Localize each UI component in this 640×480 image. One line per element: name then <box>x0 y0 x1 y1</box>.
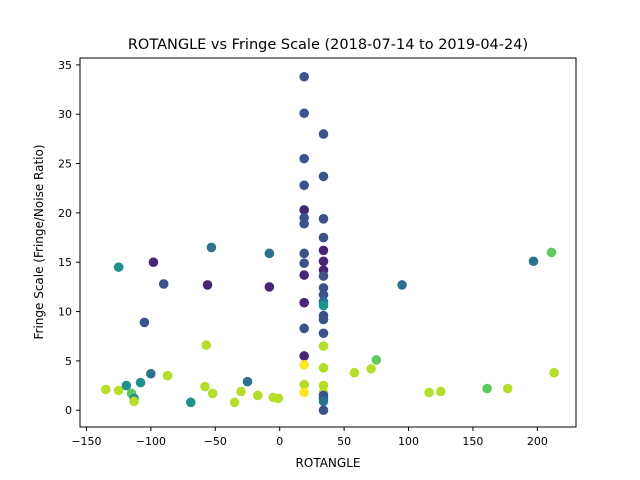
data-point <box>371 355 382 365</box>
data-point <box>299 387 309 398</box>
y-tick-label: 10 <box>58 306 72 319</box>
data-point <box>252 390 263 401</box>
data-point <box>299 71 309 82</box>
data-point <box>482 383 492 394</box>
data-point <box>318 214 329 224</box>
y-tick-label: 30 <box>58 108 72 121</box>
data-point <box>139 317 150 328</box>
x-tick-label: 0 <box>276 435 283 448</box>
y-axis: 0 5 10 15 20 25 30 35 <box>58 59 80 417</box>
data-point <box>113 262 124 272</box>
y-tick-label: 0 <box>65 404 72 417</box>
data-point <box>318 405 329 416</box>
data-point <box>129 396 139 407</box>
data-point <box>318 256 329 267</box>
x-axis-title: ROTANGLE <box>296 456 361 470</box>
points-layer <box>100 71 559 416</box>
x-tick-label: 150 <box>462 435 483 448</box>
x-tick-label: 100 <box>398 435 419 448</box>
data-point <box>299 218 309 229</box>
x-tick-label: 50 <box>337 435 351 448</box>
data-point <box>318 271 329 281</box>
data-point <box>318 171 329 182</box>
data-point <box>502 383 513 394</box>
data-point <box>546 247 557 258</box>
data-point <box>242 376 253 387</box>
x-tick-label: −150 <box>71 435 101 448</box>
data-point <box>299 205 309 215</box>
data-point <box>207 388 218 399</box>
data-point <box>158 279 169 289</box>
data-point <box>201 340 212 350</box>
data-point <box>200 381 210 392</box>
data-point <box>318 232 329 243</box>
data-point <box>299 180 309 191</box>
data-point <box>318 245 329 256</box>
data-point <box>113 385 124 396</box>
data-point <box>528 256 539 267</box>
data-point <box>185 397 196 408</box>
data-point <box>299 153 309 164</box>
data-point <box>299 379 309 390</box>
x-tick-label: −50 <box>204 435 227 448</box>
x-tick-label: −100 <box>136 435 166 448</box>
plot-frame <box>79 57 577 428</box>
data-point <box>349 367 360 378</box>
data-point <box>318 314 329 325</box>
data-point <box>135 377 146 388</box>
data-point <box>366 363 376 374</box>
data-point <box>299 248 309 259</box>
data-point <box>318 289 329 300</box>
data-point <box>318 341 329 351</box>
y-tick-label: 25 <box>58 158 72 171</box>
y-tick-label: 15 <box>58 256 72 269</box>
data-point <box>299 270 309 280</box>
data-point <box>264 248 275 259</box>
data-point <box>273 393 284 404</box>
data-point <box>318 363 329 373</box>
data-point <box>318 396 329 407</box>
data-point <box>229 397 240 408</box>
x-tick-label: 200 <box>527 435 548 448</box>
data-point <box>202 280 213 290</box>
data-point <box>100 384 111 395</box>
data-point <box>121 380 132 391</box>
data-point <box>162 370 173 381</box>
data-point <box>299 297 309 308</box>
data-point <box>299 323 309 334</box>
y-axis-title: Fringe Scale (Fringe/Noise Ratio) <box>32 144 46 339</box>
data-point <box>397 280 407 290</box>
data-point <box>146 368 156 379</box>
data-point <box>299 360 309 370</box>
data-point <box>318 300 329 311</box>
chart-title: ROTANGLE vs Fringe Scale (2018-07-14 to … <box>128 37 528 53</box>
data-point <box>236 386 246 397</box>
data-point <box>318 380 329 391</box>
data-point <box>318 328 329 339</box>
y-tick-label: 5 <box>65 355 72 368</box>
data-point <box>264 282 275 292</box>
x-axis: −150 −100 −50 0 50 100 150 200 <box>71 427 548 448</box>
data-point <box>424 387 434 398</box>
data-point <box>435 386 446 397</box>
data-point <box>549 367 559 378</box>
data-point <box>299 108 309 119</box>
data-point <box>299 351 309 361</box>
data-point <box>206 242 217 253</box>
data-point <box>299 258 309 269</box>
y-tick-label: 20 <box>58 207 72 220</box>
data-point <box>318 283 329 293</box>
y-tick-label: 35 <box>58 59 72 72</box>
data-point <box>318 129 329 139</box>
data-point <box>148 257 159 268</box>
